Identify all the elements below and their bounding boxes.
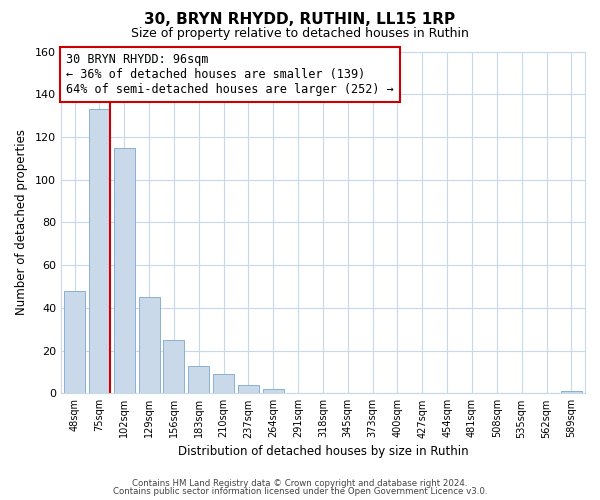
Text: Contains public sector information licensed under the Open Government Licence v3: Contains public sector information licen…	[113, 487, 487, 496]
Text: 30, BRYN RHYDD, RUTHIN, LL15 1RP: 30, BRYN RHYDD, RUTHIN, LL15 1RP	[145, 12, 455, 28]
Text: 30 BRYN RHYDD: 96sqm
← 36% of detached houses are smaller (139)
64% of semi-deta: 30 BRYN RHYDD: 96sqm ← 36% of detached h…	[66, 53, 394, 96]
X-axis label: Distribution of detached houses by size in Ruthin: Distribution of detached houses by size …	[178, 444, 468, 458]
Y-axis label: Number of detached properties: Number of detached properties	[15, 130, 28, 316]
Bar	[188, 366, 209, 394]
Bar	[238, 385, 259, 394]
Text: Size of property relative to detached houses in Ruthin: Size of property relative to detached ho…	[131, 28, 469, 40]
Bar	[263, 389, 284, 394]
Bar	[89, 109, 110, 394]
Bar	[139, 297, 160, 394]
Bar	[64, 291, 85, 394]
Text: Contains HM Land Registry data © Crown copyright and database right 2024.: Contains HM Land Registry data © Crown c…	[132, 478, 468, 488]
Bar	[213, 374, 234, 394]
Bar	[114, 148, 135, 394]
Bar	[561, 391, 582, 394]
Bar	[163, 340, 184, 394]
